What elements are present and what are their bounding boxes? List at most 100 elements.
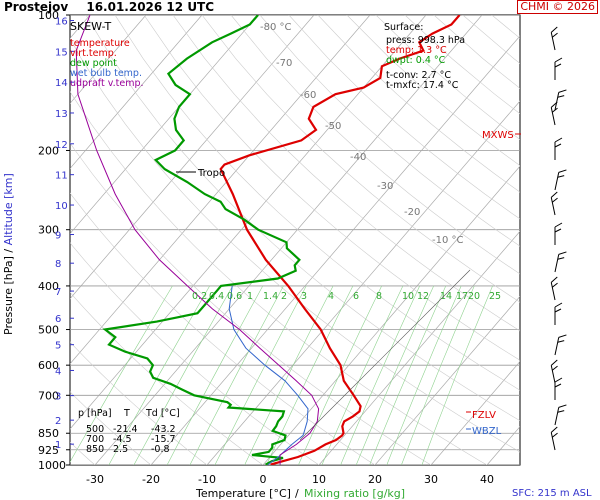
- mixing-ratio-label: 4: [328, 291, 334, 302]
- isotherm-label: -10 °C: [432, 235, 464, 246]
- datetime: 16.01.2026 12 UTC: [86, 0, 215, 14]
- series-line-dew-point: [102, 15, 301, 465]
- table-header: T: [123, 408, 130, 419]
- wind-barb-staff: [550, 432, 556, 451]
- wind-barb-flag: [557, 95, 565, 98]
- wind-barb-flag: [551, 365, 558, 371]
- wind-barb-staff: [550, 107, 556, 126]
- dry-adiabat: [70, 242, 320, 465]
- isotherm-line: [543, 15, 600, 465]
- wind-barb-flag: [550, 101, 558, 108]
- isotherm-label: -30: [377, 181, 393, 192]
- x-tick-label: 30: [424, 473, 438, 486]
- mixing-ratio-line: [244, 285, 334, 465]
- wbzl-label: WBZL: [472, 426, 502, 437]
- station-header: Prostejov 16.01.2026 12 UTC: [4, 0, 214, 14]
- dry-adiabat: [70, 142, 432, 465]
- wind-barb: [554, 222, 563, 245]
- legend-item: temperature: [70, 38, 130, 49]
- wind-barb-staff: [550, 282, 556, 301]
- mixing-ratio-line: [355, 285, 434, 465]
- wind-barb-flag: [554, 143, 562, 148]
- mixing-ratio-label: 25: [489, 291, 501, 302]
- mixing-ratio-label: 2: [281, 291, 287, 302]
- pressure-tick-label: 850: [38, 427, 59, 440]
- wind-barb-flag: [551, 32, 558, 38]
- table-header: Td [°C]: [145, 408, 180, 419]
- surface-line: t-conv: 2.7 °C: [386, 70, 451, 81]
- dry-adiabat: [201, 15, 520, 303]
- dry-adiabat: [143, 15, 520, 361]
- wind-barb-flag: [554, 222, 563, 228]
- tropo-label: Tropo: [197, 168, 225, 179]
- wind-barb-staff: [554, 172, 560, 191]
- x-tick-label: 10: [312, 473, 326, 486]
- isotherm-line: [70, 15, 315, 300]
- legend-item: wet bulb temp.: [70, 68, 142, 79]
- isotherm-line: [262, 165, 520, 465]
- wind-barb-flag: [551, 432, 558, 438]
- series-line-temperature: [219, 15, 461, 465]
- wind-barb: [554, 251, 567, 273]
- mixing-ratio-label: 8: [376, 291, 382, 302]
- isotherm-line: [374, 295, 520, 465]
- dry-adiabat: [70, 91, 488, 465]
- mixing-ratio-line: [189, 285, 284, 465]
- copyright-badge[interactable]: CHMI © 2026: [517, 0, 598, 14]
- wind-barb-flag: [554, 383, 562, 388]
- mixing-ratio-line: [266, 285, 354, 465]
- table-cell: -21.4: [113, 424, 138, 435]
- isotherm-label: -70: [276, 58, 292, 69]
- wind-barb: [550, 359, 558, 384]
- surface-line: press: 998.3 hPa: [386, 35, 465, 46]
- table-cell: 2.5: [113, 444, 128, 455]
- wind-barb-flag: [554, 63, 562, 68]
- altitude-tick-label: 5: [55, 341, 61, 352]
- altitude-tick-label: 2: [55, 416, 61, 427]
- x-tick-label: 40: [480, 473, 494, 486]
- mixing-ratio-label: 14: [440, 291, 452, 302]
- mixing-ratio-line: [133, 285, 233, 465]
- altitude-tick-label: 11: [55, 171, 68, 182]
- surface-title: Surface:: [384, 22, 423, 33]
- dry-adiabat: [114, 15, 520, 391]
- wind-barb: [550, 26, 558, 51]
- mixing-ratio-label: 1.4: [263, 291, 278, 302]
- dry-adiabat: [230, 15, 520, 275]
- wind-barb: [554, 89, 567, 111]
- wind-barb-flag: [557, 257, 565, 260]
- altitude-tick-label: 14: [55, 78, 68, 89]
- mixing-ratio-label: 3: [301, 291, 307, 302]
- wind-barb: [554, 302, 563, 325]
- wind-barb-flag: [557, 175, 565, 178]
- y-axis-title-altitude: Altitude [km]: [2, 173, 15, 245]
- pressure-tick-label: 700: [38, 389, 59, 402]
- mixing-ratio-line: [401, 285, 475, 465]
- mixing-ratio-label: 12: [417, 291, 429, 302]
- pressure-tick-label: 100: [38, 9, 59, 22]
- isotherm-line: [70, 15, 259, 235]
- wind-barb-flag: [550, 359, 558, 366]
- table-cell: 850: [86, 444, 104, 455]
- dry-adiabat: [70, 341, 208, 465]
- mixing-ratio-label: 10: [402, 291, 414, 302]
- wind-barb-flag: [550, 426, 558, 433]
- mixing-ratio-line: [340, 285, 420, 465]
- mixing-ratio-label: 0.6: [227, 291, 242, 302]
- wind-barb: [554, 169, 567, 191]
- wind-barb-flag: [554, 57, 563, 63]
- dry-adiabat: [172, 15, 520, 332]
- series-line-wet-bulb-temp-: [228, 285, 309, 465]
- mixing-ratio-label: 1: [247, 291, 253, 302]
- x-axis-title: Temperature [°C]: [195, 487, 291, 500]
- x-tick-label: 20: [368, 473, 382, 486]
- wind-barb: [550, 426, 558, 451]
- wind-barb: [550, 276, 558, 301]
- surface-line: temp: 1.3 °C: [386, 45, 447, 56]
- wind-barb-flag: [554, 377, 563, 383]
- legend-item: dew point: [70, 58, 117, 69]
- mixing-ratio-label: 17: [456, 291, 468, 302]
- pressure-tick-label: 200: [38, 144, 59, 157]
